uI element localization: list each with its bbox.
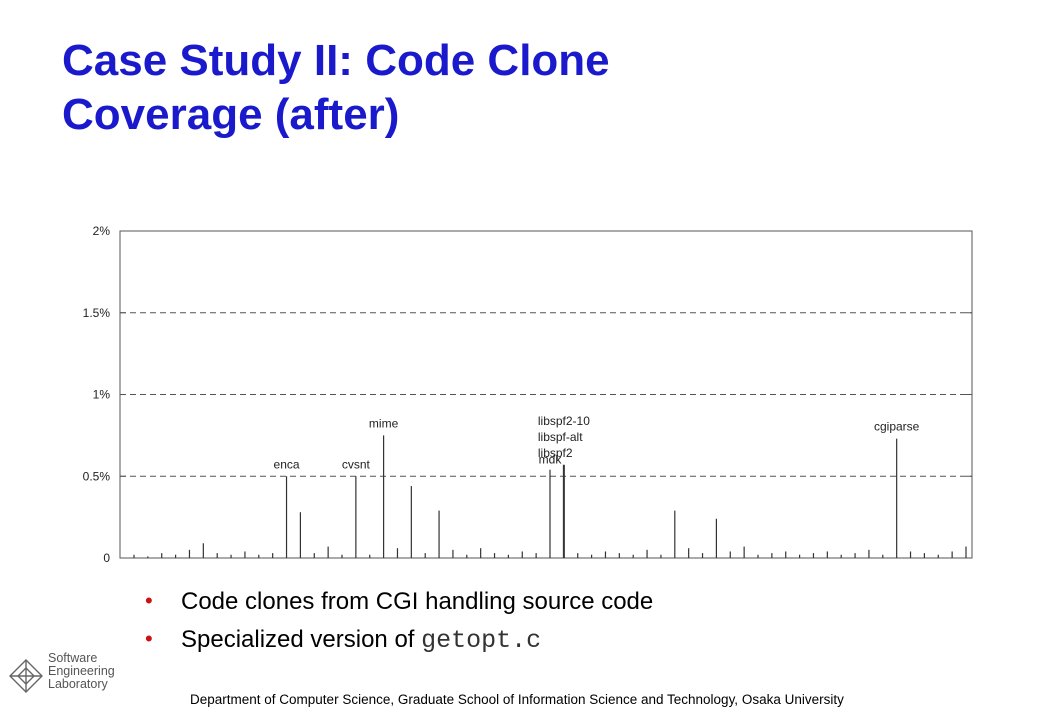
y-tick-label: 0 xyxy=(103,551,110,565)
chart-axes: 0 0.5% 1% 1.5% 2% xyxy=(83,224,973,565)
slide-title-line1: Case Study II: Code Clone xyxy=(62,36,610,85)
bar-label: libspf2-10 xyxy=(538,414,590,428)
bullet-prefix: Specialized version of xyxy=(181,626,422,653)
lab-logo: Software Engineering Laboratory xyxy=(6,648,126,714)
bar-label: enca xyxy=(274,457,300,471)
bullet-dot: • xyxy=(145,626,153,651)
y-tick-label: 1.5% xyxy=(83,306,111,320)
bar-label: cvsnt xyxy=(342,457,371,471)
clone-coverage-chart: 0 0.5% 1% 1.5% 2% enca cvsnt mime mdk libspf2-10… xyxy=(83,224,973,565)
bullet-text-1: Code clones from CGI handling source cod… xyxy=(181,588,654,615)
logo-line1: Software xyxy=(48,651,98,665)
bullet-dot: • xyxy=(145,588,153,613)
chart-bar-labels: enca cvsnt mime mdk libspf2-10 libspf-alt libs… xyxy=(274,414,920,471)
chart-bars xyxy=(133,435,967,558)
logo-line3: Laboratory xyxy=(48,677,108,691)
bullet-list: • Code clones from CGI handling source c… xyxy=(145,588,945,664)
bar-label: libspf-alt xyxy=(538,430,583,444)
code-filename: getopt.c xyxy=(421,626,542,655)
y-tick-label: 1% xyxy=(93,388,111,402)
bar-label: mime xyxy=(369,416,399,430)
bar-label: mdk xyxy=(539,453,563,467)
logo-text: Software Engineering Laboratory xyxy=(48,652,115,691)
logo-mark-icon xyxy=(9,659,43,693)
footer-text: Department of Computer Science, Graduate… xyxy=(190,692,844,707)
y-tick-label: 0.5% xyxy=(83,469,111,483)
bullet-item-2: • Specialized version of getopt.c xyxy=(145,626,945,664)
slide-title-line2: Coverage (after) xyxy=(62,90,400,139)
bar-label: libspf2 xyxy=(538,446,573,460)
bullet-item-1: • Code clones from CGI handling source c… xyxy=(145,588,945,626)
bar-label: cgiparse xyxy=(874,420,920,434)
bullet-text-2: Specialized version of getopt.c xyxy=(181,626,541,655)
slide-title: Case Study II: Code Clone Coverage (afte… xyxy=(62,34,962,142)
y-tick-label: 2% xyxy=(93,224,111,238)
logo-line2: Engineering xyxy=(48,664,115,678)
